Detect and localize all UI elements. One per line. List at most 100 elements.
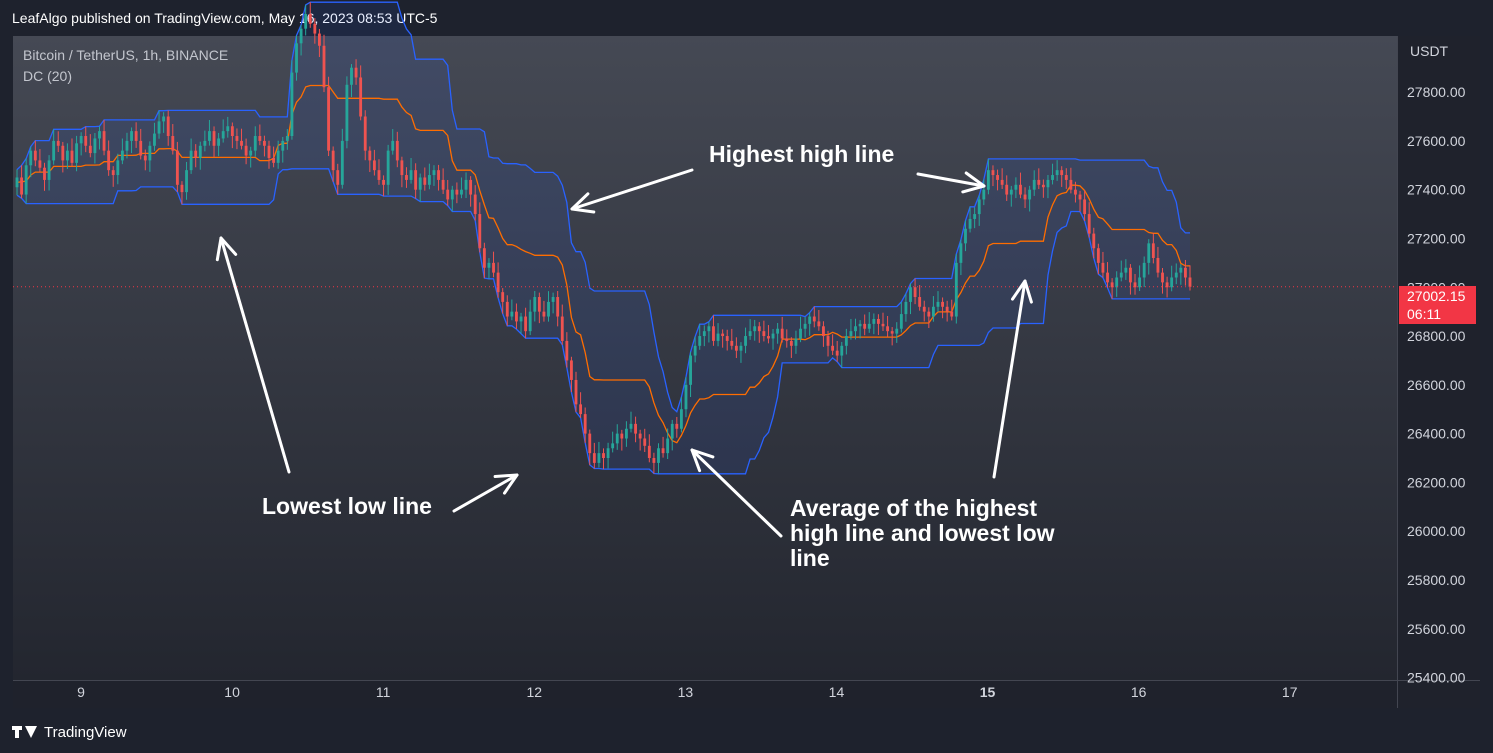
candle-body[interactable] xyxy=(1037,179,1041,185)
candle-body[interactable] xyxy=(858,323,862,327)
candle-body[interactable] xyxy=(1014,184,1018,190)
candle-body[interactable] xyxy=(258,136,262,141)
candle-body[interactable] xyxy=(235,136,239,141)
candle-body[interactable] xyxy=(854,326,857,332)
candle-body[interactable] xyxy=(560,316,564,341)
candle-body[interactable] xyxy=(304,14,308,29)
candle-body[interactable] xyxy=(212,131,216,146)
candle-body[interactable] xyxy=(455,189,459,195)
candle-body[interactable] xyxy=(689,355,692,385)
candle-body[interactable] xyxy=(950,311,954,317)
candle-body[interactable] xyxy=(835,350,839,356)
candle-body[interactable] xyxy=(1074,189,1077,195)
candle-body[interactable] xyxy=(130,131,133,141)
candle-body[interactable] xyxy=(281,140,285,151)
candle-body[interactable] xyxy=(602,453,605,459)
candle-body[interactable] xyxy=(496,272,500,293)
candle-body[interactable] xyxy=(386,150,390,185)
candle-body[interactable] xyxy=(941,301,944,307)
candle-body[interactable] xyxy=(1055,170,1059,176)
candle-body[interactable] xyxy=(423,177,427,185)
candle-body[interactable] xyxy=(350,67,353,85)
candle-body[interactable] xyxy=(519,316,523,322)
candle-body[interactable] xyxy=(886,326,890,332)
candle-body[interactable] xyxy=(1124,267,1128,273)
candle-body[interactable] xyxy=(702,331,706,337)
candle-body[interactable] xyxy=(592,453,596,463)
candle-body[interactable] xyxy=(116,160,120,176)
candle-body[interactable] xyxy=(1051,175,1054,180)
candle-body[interactable] xyxy=(1174,272,1178,278)
candle-body[interactable] xyxy=(157,121,161,134)
candle-body[interactable] xyxy=(263,140,266,146)
candle-body[interactable] xyxy=(570,360,573,380)
candle-body[interactable] xyxy=(789,340,793,346)
candle-body[interactable] xyxy=(1096,248,1100,263)
candle-body[interactable] xyxy=(166,116,170,137)
candle-body[interactable] xyxy=(913,287,917,298)
candle-body[interactable] xyxy=(372,160,376,171)
candle-body[interactable] xyxy=(693,345,697,356)
candle-body[interactable] xyxy=(624,428,628,439)
candle-body[interactable] xyxy=(98,131,101,139)
candle-body[interactable] xyxy=(831,345,835,351)
plot-background[interactable] xyxy=(13,36,1397,680)
candle-body[interactable] xyxy=(982,189,986,200)
candle-body[interactable] xyxy=(24,165,28,195)
candle-body[interactable] xyxy=(1101,262,1105,273)
candle-body[interactable] xyxy=(1110,282,1114,288)
candle-body[interactable] xyxy=(707,326,711,332)
candle-body[interactable] xyxy=(1005,184,1009,195)
price-axis[interactable] xyxy=(1397,36,1480,708)
candle-body[interactable] xyxy=(198,145,202,158)
candle-body[interactable] xyxy=(1032,179,1036,190)
candle-body[interactable] xyxy=(1078,194,1082,200)
candle-body[interactable] xyxy=(395,140,399,161)
candle-body[interactable] xyxy=(537,297,541,312)
candle-body[interactable] xyxy=(230,126,234,137)
candle-body[interactable] xyxy=(817,321,821,327)
candle-body[interactable] xyxy=(698,336,702,346)
candle-body[interactable] xyxy=(487,262,491,268)
candle-body[interactable] xyxy=(675,423,679,429)
candle-body[interactable] xyxy=(1188,277,1192,287)
candle-body[interactable] xyxy=(432,170,436,176)
candle-body[interactable] xyxy=(588,433,592,454)
candle-body[interactable] xyxy=(317,33,321,46)
candle-body[interactable] xyxy=(757,326,761,332)
candle-body[interactable] xyxy=(29,150,33,166)
candle-body[interactable] xyxy=(203,140,207,146)
candle-body[interactable] xyxy=(377,170,381,180)
candle-body[interactable] xyxy=(153,133,156,146)
candle-body[interactable] xyxy=(276,150,280,163)
candle-body[interactable] xyxy=(363,116,367,151)
candle-body[interactable] xyxy=(427,175,431,185)
candle-body[interactable] xyxy=(84,136,88,146)
candle-body[interactable] xyxy=(712,326,715,341)
candle-body[interactable] xyxy=(734,345,738,351)
candle-body[interactable] xyxy=(469,179,473,195)
candle-body[interactable] xyxy=(134,131,138,141)
candle-body[interactable] xyxy=(670,423,674,439)
candle-body[interactable] xyxy=(148,145,152,161)
candle-body[interactable] xyxy=(1028,189,1032,200)
candle-body[interactable] xyxy=(611,443,615,449)
candle-body[interactable] xyxy=(464,179,468,190)
candle-body[interactable] xyxy=(1161,272,1164,283)
candle-body[interactable] xyxy=(79,136,83,144)
candle-body[interactable] xyxy=(996,175,999,180)
candle-body[interactable] xyxy=(56,140,60,146)
candle-body[interactable] xyxy=(446,189,450,200)
candle-body[interactable] xyxy=(730,340,734,346)
candle-body[interactable] xyxy=(65,150,69,161)
candle-body[interactable] xyxy=(418,177,422,190)
candle-body[interactable] xyxy=(1019,184,1022,195)
candle-body[interactable] xyxy=(354,67,358,78)
candle-body[interactable] xyxy=(1147,243,1151,263)
candle-body[interactable] xyxy=(922,306,926,312)
candle-body[interactable] xyxy=(877,318,880,324)
candle-body[interactable] xyxy=(945,306,949,312)
candle-body[interactable] xyxy=(1009,189,1013,195)
candle-body[interactable] xyxy=(652,458,656,463)
footer-brand[interactable]: TradingView xyxy=(44,723,127,741)
